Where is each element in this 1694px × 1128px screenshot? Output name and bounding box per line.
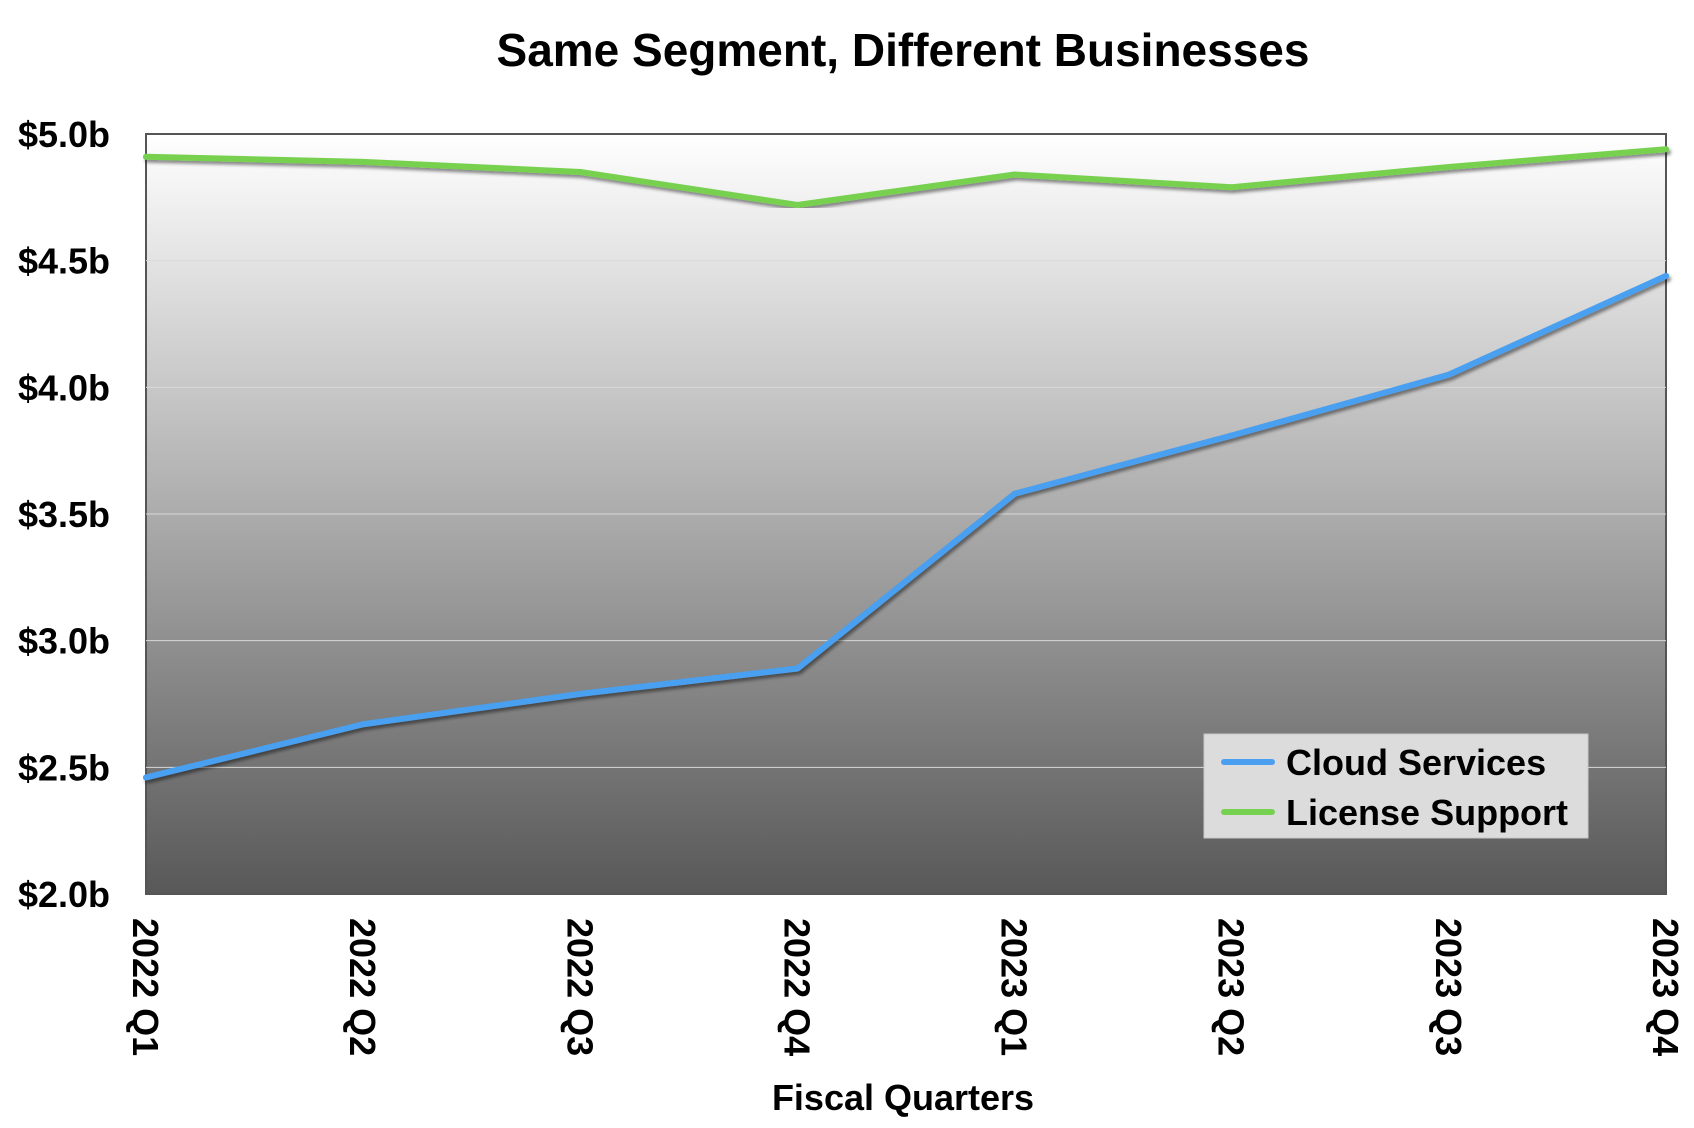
x-tick-label: 2022 Q1 [125, 918, 166, 1056]
data-point-license-support [143, 153, 149, 160]
data-point-license-support [794, 201, 801, 208]
x-axis-ticks: 2022 Q1 2022 Q2 2022 Q3 2022 Q4 2023 Q1 2023 … [125, 918, 1686, 1056]
data-point-cloud-services [360, 721, 367, 728]
x-tick-label: 2022 Q3 [559, 918, 600, 1056]
data-point-cloud-services [577, 690, 584, 697]
x-tick-label: 2023 Q3 [1428, 918, 1469, 1056]
y-tick-label: $4.0b [18, 367, 110, 408]
data-point-license-support [1445, 163, 1452, 170]
x-tick-label: 2023 Q2 [1211, 918, 1252, 1056]
y-tick-label: $2.0b [18, 874, 110, 915]
y-tick-label: $3.0b [18, 621, 110, 662]
y-tick-label: $4.5b [18, 241, 110, 282]
y-axis-ticks: $2.0b $2.5b $3.0b $3.5b $4.0b $4.5b $5.0b [18, 114, 110, 915]
data-point-cloud-services [1663, 272, 1669, 279]
x-tick-label: 2023 Q4 [1645, 918, 1686, 1056]
data-point-cloud-services [1445, 371, 1452, 378]
legend-label-license-support: License Support [1286, 792, 1568, 833]
x-axis-title: Fiscal Quarters [772, 1077, 1034, 1118]
data-point-license-support [1228, 184, 1235, 191]
legend-box [1203, 733, 1589, 839]
data-point-cloud-services [1228, 432, 1235, 439]
data-point-cloud-services [143, 774, 149, 781]
data-point-cloud-services [794, 665, 801, 672]
chart-title: Same Segment, Different Businesses [497, 24, 1310, 76]
series-lines [143, 146, 1669, 781]
y-tick-label: $3.5b [18, 494, 110, 535]
y-tick-label: $5.0b [18, 114, 110, 155]
x-tick-label: 2022 Q4 [776, 918, 817, 1056]
y-tick-label: $2.5b [18, 747, 110, 788]
series-line-cloud-services [143, 272, 1669, 781]
legend: Cloud Services License Support [1203, 733, 1589, 839]
x-tick-label: 2023 Q1 [994, 918, 1035, 1056]
legend-label-cloud-services: Cloud Services [1286, 742, 1546, 783]
data-point-cloud-services [1011, 490, 1018, 497]
x-tick-label: 2022 Q2 [342, 918, 383, 1056]
data-point-license-support [577, 169, 584, 175]
data-point-license-support [360, 158, 367, 165]
series-line-license-support [143, 146, 1669, 208]
data-point-license-support [1663, 146, 1669, 153]
data-point-license-support [1011, 171, 1018, 178]
